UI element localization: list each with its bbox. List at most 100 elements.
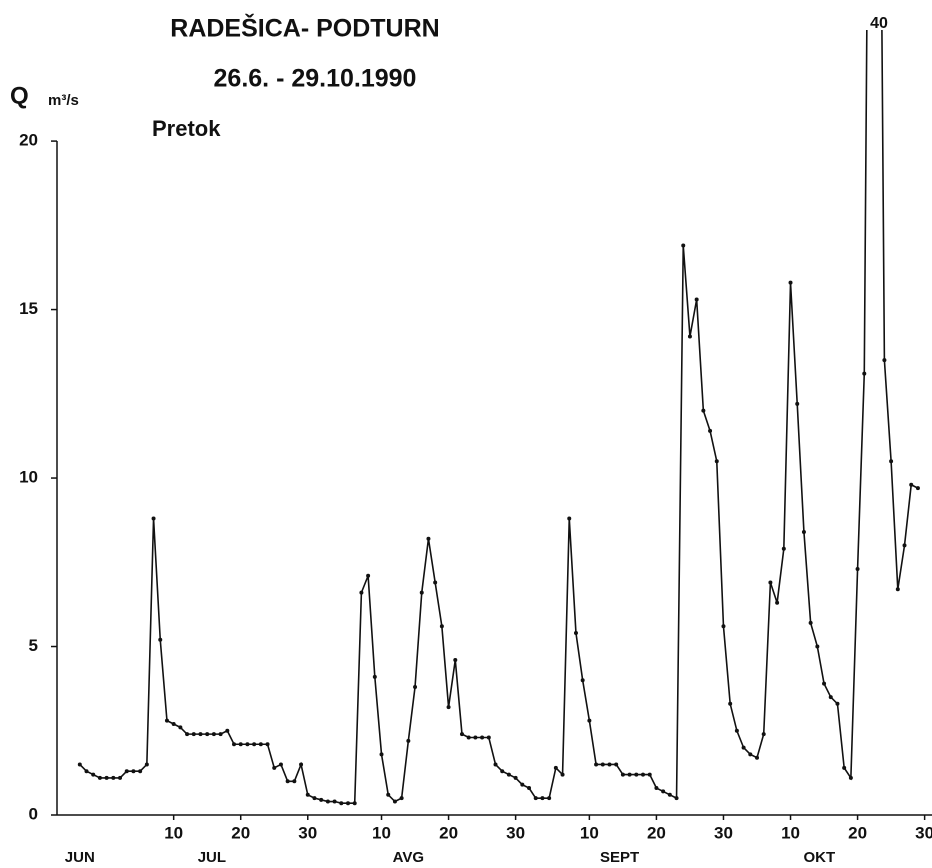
data-point: [319, 797, 324, 802]
data-point: [895, 587, 900, 592]
data-point: [768, 580, 773, 585]
data-point: [299, 762, 304, 767]
data-point: [822, 681, 827, 686]
x-tick-label: 30: [506, 823, 525, 842]
x-tick-label: 10: [580, 823, 599, 842]
data-point: [265, 742, 270, 747]
data-point: [466, 735, 471, 740]
plot-area: [77, 30, 920, 806]
data-point: [795, 401, 800, 406]
data-point: [687, 334, 692, 339]
data-point: [848, 775, 853, 780]
data-point: [661, 789, 666, 794]
data-point: [312, 796, 317, 801]
x-tick-label: 30: [915, 823, 932, 842]
data-point: [708, 428, 713, 433]
data-point: [131, 769, 136, 774]
data-point: [808, 620, 813, 625]
data-point: [366, 573, 371, 578]
data-point: [533, 796, 538, 801]
data-point: [171, 722, 176, 727]
data-point: [755, 755, 759, 760]
data-point: [915, 486, 920, 491]
data-point: [634, 772, 639, 777]
month-label: JUN: [65, 849, 95, 866]
data-point: [97, 775, 102, 780]
data-point: [902, 543, 907, 548]
data-point: [285, 779, 290, 784]
data-point: [84, 769, 89, 774]
month-label: JUL: [198, 849, 226, 866]
peak-annotation: 40: [870, 15, 888, 32]
data-point: [647, 772, 652, 777]
x-tick-label: 20: [231, 823, 250, 842]
data-point: [77, 762, 82, 767]
data-point: [392, 799, 397, 804]
data-point: [520, 782, 525, 787]
data-point: [815, 644, 820, 649]
data-point: [191, 732, 196, 737]
data-point: [433, 580, 438, 585]
x-tick-label: 10: [164, 823, 183, 842]
data-point: [473, 735, 478, 740]
data-point: [406, 738, 411, 743]
data-point: [91, 772, 96, 777]
x-tick-label: 20: [647, 823, 666, 842]
data-point: [164, 718, 169, 723]
data-point: [607, 762, 612, 767]
data-point: [332, 799, 337, 804]
y-axis-label: Q: [10, 82, 29, 109]
data-point: [345, 801, 350, 806]
data-point: [641, 772, 646, 777]
data-point: [855, 567, 860, 572]
x-tick-label: 30: [714, 823, 733, 842]
data-point: [198, 732, 203, 737]
data-point: [775, 600, 780, 605]
data-point: [158, 637, 163, 642]
data-point: [694, 297, 699, 302]
data-point: [627, 772, 632, 777]
data-point: [674, 796, 679, 801]
data-point: [359, 590, 364, 595]
data-point: [339, 801, 344, 806]
data-point: [721, 624, 726, 629]
data-point: [272, 765, 277, 770]
data-point: [413, 684, 418, 689]
data-point: [124, 769, 129, 774]
data-point: [118, 775, 123, 780]
data-point: [419, 590, 424, 595]
data-point: [111, 775, 116, 780]
data-point: [788, 280, 793, 285]
data-point: [493, 762, 498, 767]
x-tick-label: 30: [298, 823, 317, 842]
data-point: [862, 371, 867, 376]
data-point: [386, 792, 391, 797]
data-point: [138, 769, 143, 774]
y-tick-label: 0: [29, 804, 38, 823]
data-point: [232, 742, 237, 747]
y-tick-label: 15: [19, 299, 38, 318]
data-point: [480, 735, 485, 740]
data-point: [734, 728, 739, 733]
series-label: Pretok: [152, 116, 221, 141]
data-point: [553, 765, 558, 770]
data-point: [835, 701, 840, 706]
data-point: [500, 769, 505, 774]
y-tick-label: 5: [29, 636, 38, 655]
data-point: [426, 536, 431, 541]
data-point: [741, 745, 746, 750]
data-point: [620, 772, 625, 777]
data-point: [527, 786, 532, 791]
data-point: [238, 742, 243, 747]
data-point: [439, 624, 444, 629]
data-point: [372, 674, 377, 679]
month-label: SEPT: [600, 849, 639, 866]
data-point: [728, 701, 733, 706]
y-axis-unit: m³/s: [48, 92, 79, 109]
data-point: [761, 732, 766, 737]
data-point: [211, 732, 216, 737]
data-point: [292, 779, 297, 784]
data-point: [594, 762, 599, 767]
data-point: [580, 678, 585, 683]
chart-title: RADEŠICA- PODTURN: [170, 13, 439, 43]
